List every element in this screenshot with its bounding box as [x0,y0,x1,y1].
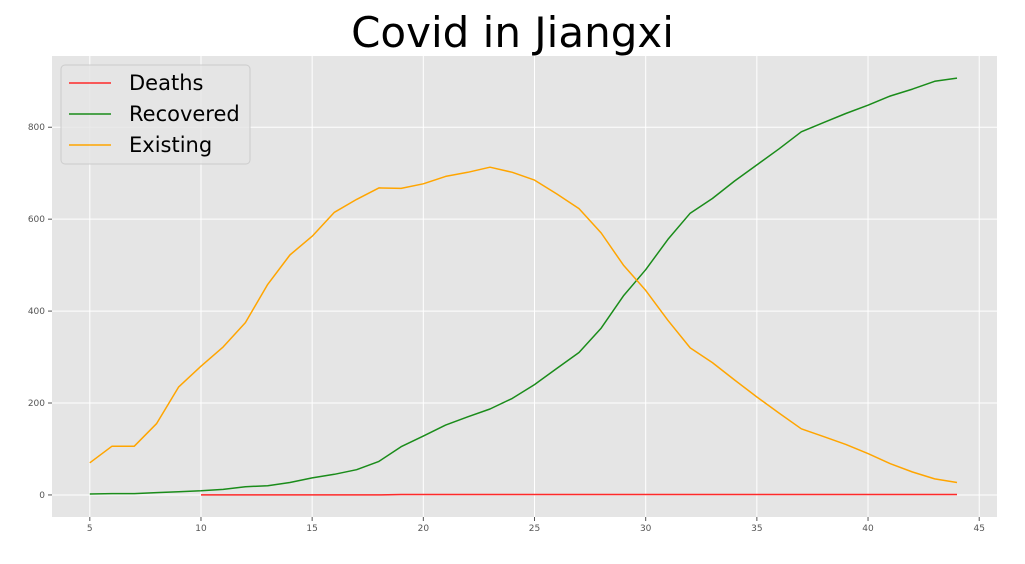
legend-label-deaths: Deaths [129,71,203,95]
x-tick-label: 30 [640,524,652,534]
series-line-recovered [89,77,958,495]
x-tick-label: 45 [973,524,984,534]
legend-label-existing: Existing [129,133,212,157]
chart-title: Covid in Jiangxi [351,8,674,57]
x-tick-label: 35 [751,524,762,534]
x-tick-label: 40 [862,524,874,534]
series-line-existing [89,166,958,484]
x-tick-label: 5 [87,524,93,534]
x-tick-label: 20 [418,524,430,534]
x-tick-label: 10 [195,524,207,534]
y-tick-label: 200 [28,399,45,409]
y-tick-label: 0 [39,491,45,501]
y-tick-label: 400 [28,307,45,317]
y-tick-label: 600 [28,215,45,225]
y-tick-label: 800 [28,123,45,133]
x-tick-label: 15 [306,524,317,534]
x-tick-label: 25 [529,524,540,534]
legend-label-recovered: Recovered [129,102,240,126]
legend [60,64,251,165]
